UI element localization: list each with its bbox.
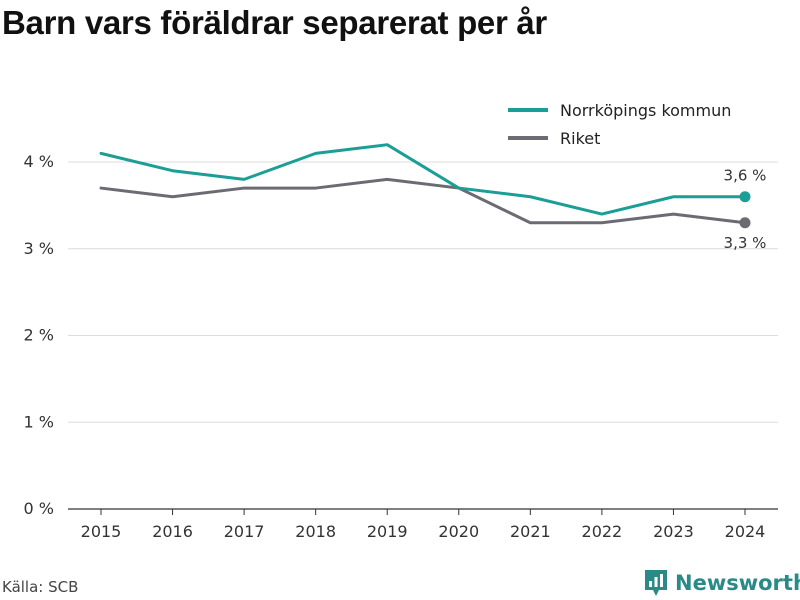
source-note: Källa: SCB [2,578,79,596]
y-tick-label: 0 % [24,499,54,518]
x-tick-label: 2022 [582,522,623,541]
x-tick-label: 2015 [81,522,122,541]
x-tick-label: 2016 [152,522,193,541]
series-lines: 3,6 % 3,3 % [99,143,767,252]
newsworthy-logo-icon [645,570,667,596]
y-tick-label: 1 % [24,412,54,431]
series-end-point [739,217,751,229]
end-value-label: 3,3 % [724,234,767,252]
x-axis: 2015 2016 2017 2018 2019 2020 2021 2022 2023 2024 [68,508,778,541]
y-tick-label: 3 % [24,239,54,258]
legend-label: Norrköpings kommun [560,101,731,120]
end-value-label: 3,6 % [724,167,767,185]
series-line [99,177,747,225]
x-tick-label: 2019 [367,522,408,541]
brand-logo: Newsworthy [643,568,800,598]
y-axis: 0 % 1 % 2 % 3 % 4 % [24,152,54,518]
legend-background [500,92,778,158]
brand-name: Newsworthy [675,571,800,595]
x-tick-label: 2017 [224,522,265,541]
y-tick-label: 4 % [24,152,54,171]
x-tick-label: 2021 [510,522,551,541]
x-tick-label: 2024 [725,522,766,541]
legend-label: Riket [560,129,600,148]
gridlines [68,161,778,423]
series-line [99,143,747,216]
y-tick-label: 2 % [24,326,54,345]
series-end-point [739,191,751,203]
legend: Norrköpings kommun Riket [500,92,778,158]
chart-title: Barn vars föräldrar separerat per år [2,4,547,41]
x-tick-label: 2018 [295,522,336,541]
x-tick-label: 2023 [653,522,694,541]
x-tick-label: 2020 [438,522,479,541]
